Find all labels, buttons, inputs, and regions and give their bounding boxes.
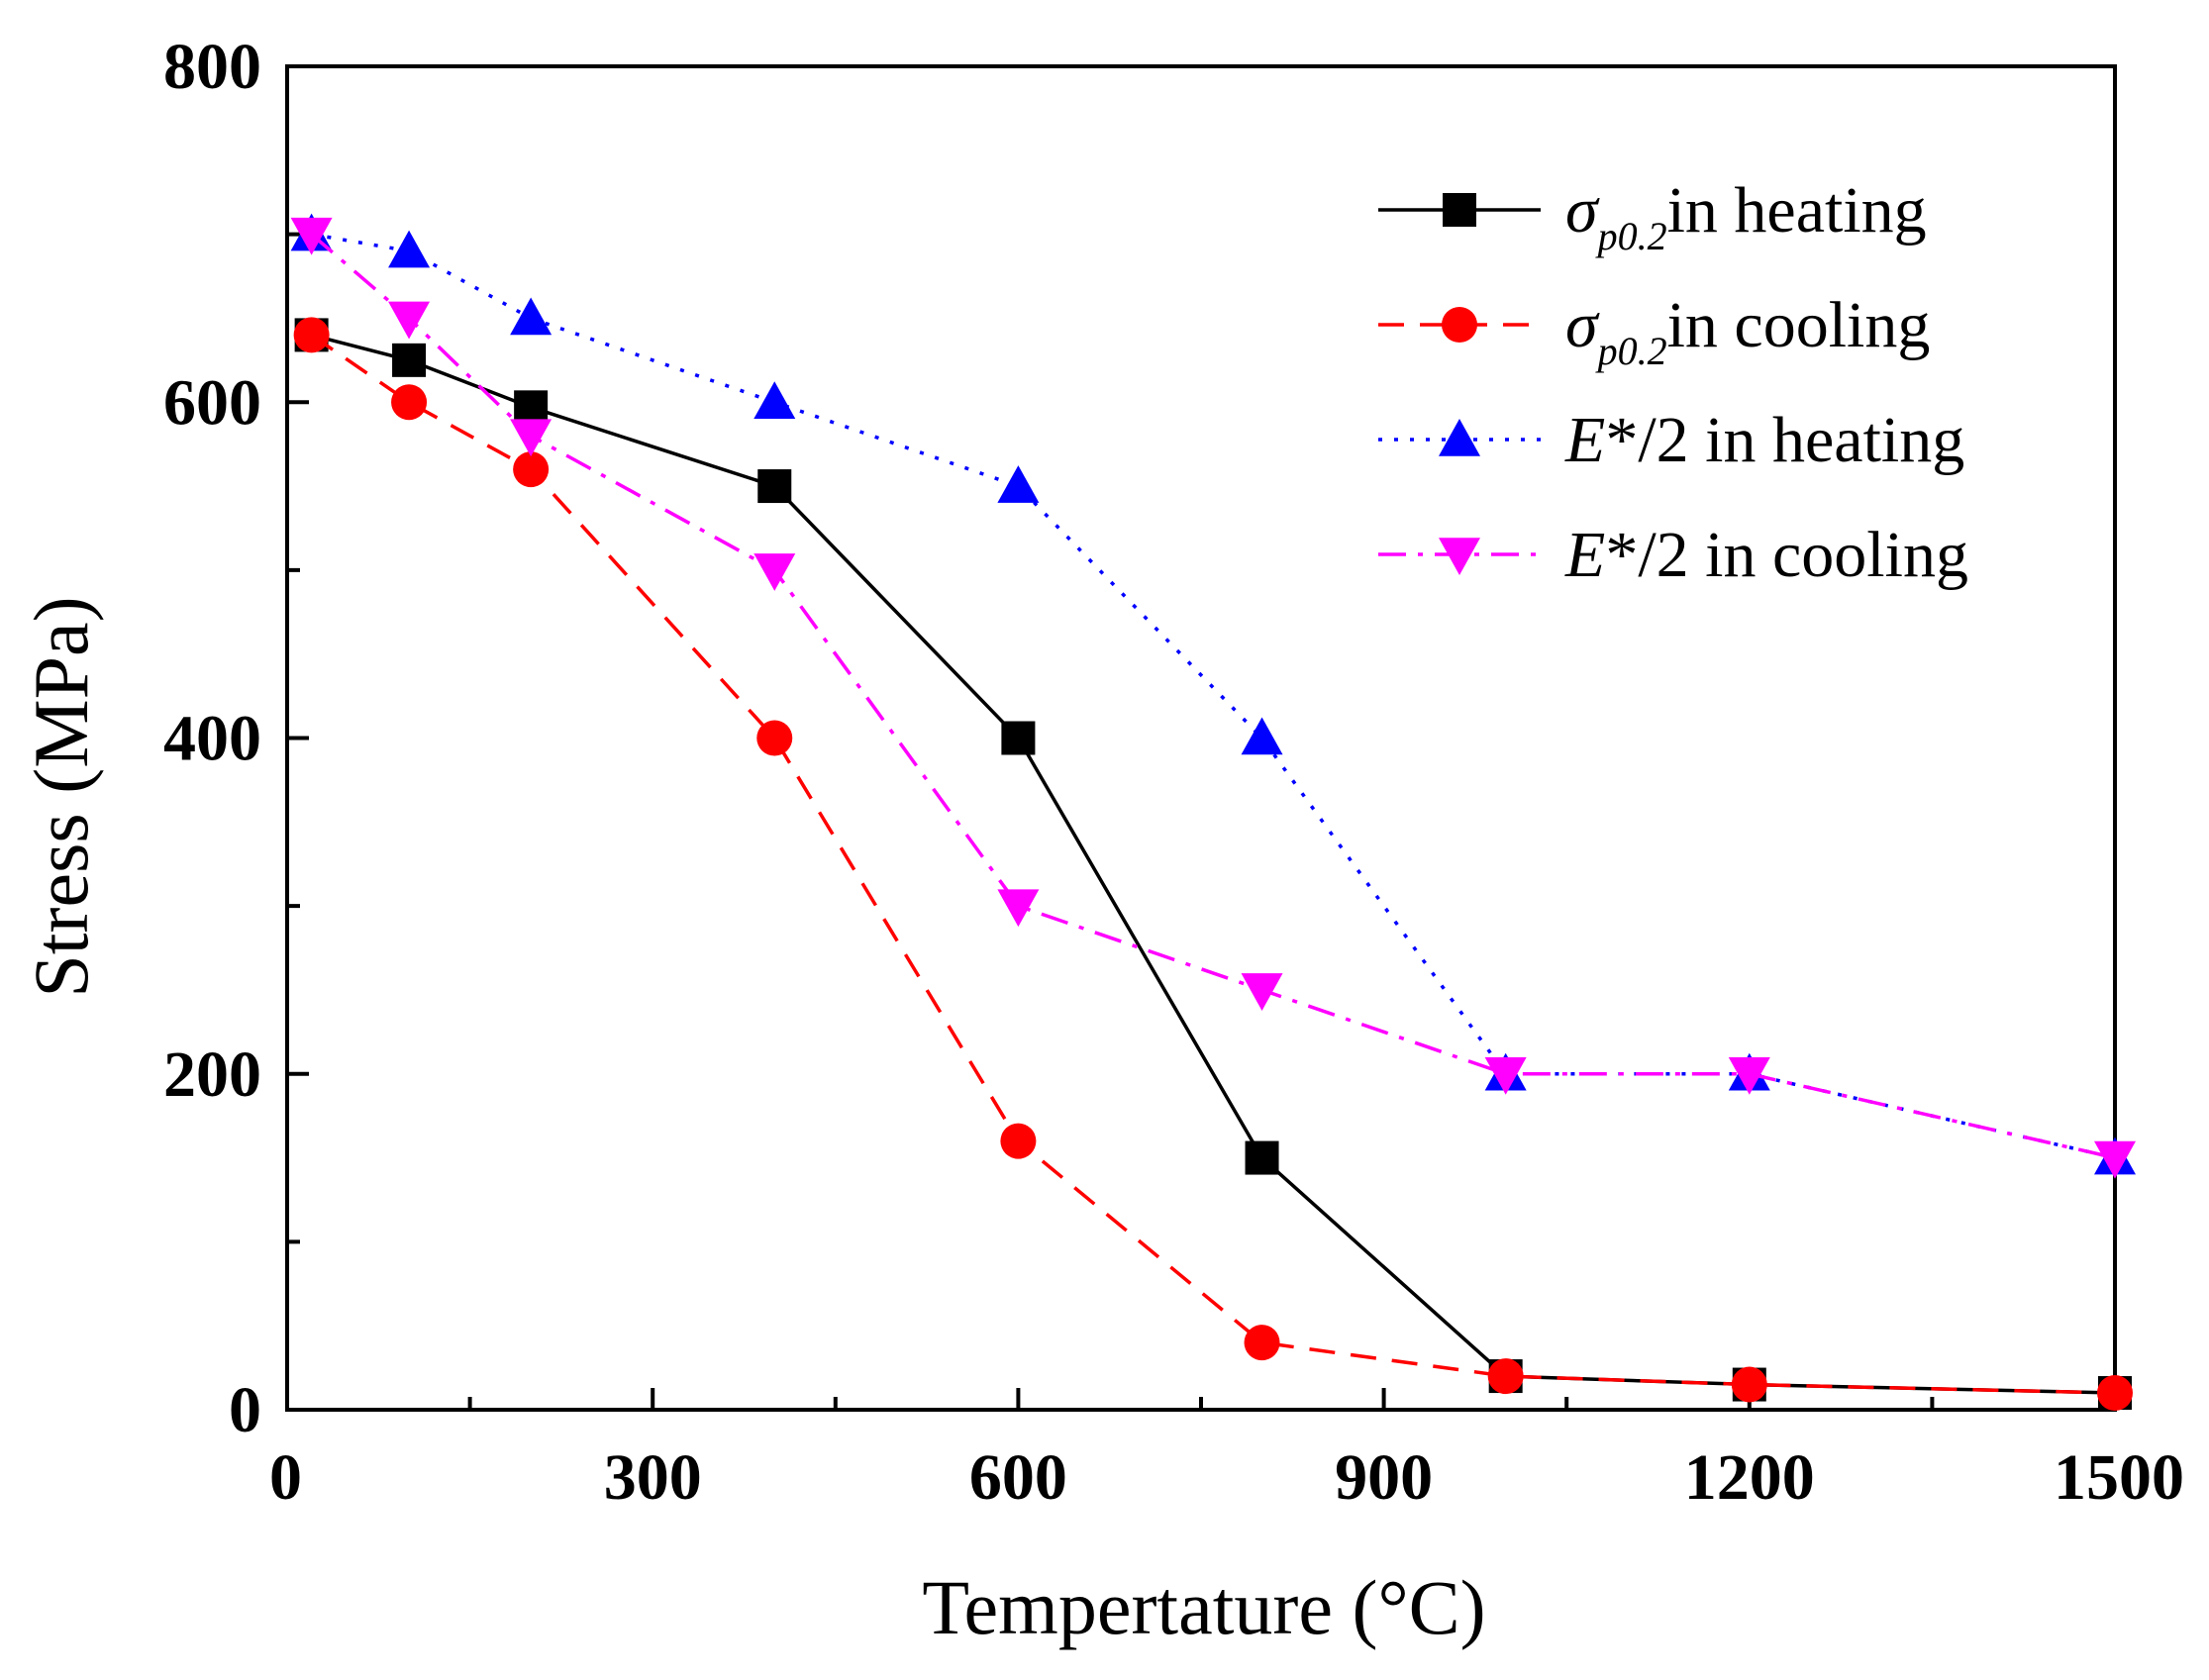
legend-item: E*/2 in cooling xyxy=(1378,519,1968,591)
legend-label: σp0.2in heating xyxy=(1565,174,1927,258)
data-point xyxy=(2094,1140,2136,1179)
data-point xyxy=(1487,1358,1524,1395)
x-tick-label: 600 xyxy=(969,1441,1067,1514)
data-point xyxy=(1442,307,1477,343)
data-point xyxy=(1245,1140,1279,1175)
data-point xyxy=(290,217,333,255)
series-line xyxy=(311,232,2116,1160)
legend-item: E*/2 in heating xyxy=(1378,404,1964,476)
data-point xyxy=(1244,1325,1280,1361)
series-line xyxy=(310,333,2116,1395)
data-point xyxy=(510,297,552,336)
data-point xyxy=(1001,721,1036,755)
data-point xyxy=(1484,1056,1527,1095)
data-point xyxy=(510,419,552,457)
y-axis-title: Stress (MPa) xyxy=(18,596,104,997)
legend-label: σp0.2in cooling xyxy=(1565,289,1930,373)
data-point xyxy=(392,343,427,377)
data-point xyxy=(1439,419,1480,456)
series-2 xyxy=(293,317,2133,1412)
legend-item: σp0.2in cooling xyxy=(1378,289,1930,373)
data-point xyxy=(2097,1375,2133,1412)
data-point xyxy=(997,889,1040,928)
data-point xyxy=(514,390,549,425)
y-tick-label: 400 xyxy=(163,703,261,775)
axes: 0 300 600 900 1200 1500 0 200 400 600 800 xyxy=(163,31,2184,1514)
x-tick-label: 1500 xyxy=(2054,1441,2184,1514)
data-point xyxy=(753,553,796,591)
data-point xyxy=(388,230,431,268)
legend-item: σp0.2in heating xyxy=(1378,174,1927,258)
x-tick-label: 900 xyxy=(1335,1441,1433,1514)
series-line xyxy=(310,233,2116,1160)
x-tick-label: 1200 xyxy=(1684,1441,1815,1514)
legend-label: E*/2 in cooling xyxy=(1564,519,1968,591)
plot-frame xyxy=(285,64,2117,1412)
data-point xyxy=(753,381,796,420)
legend-label: E*/2 in heating xyxy=(1564,404,1964,476)
legend: σp0.2in heating σp0.2in cooling E*/2 in he… xyxy=(1378,174,1968,591)
data-point xyxy=(1443,193,1476,227)
data-point xyxy=(293,317,330,353)
data-point xyxy=(756,720,793,756)
series-line xyxy=(311,333,2116,1395)
data-point xyxy=(997,465,1040,503)
y-tick-label: 800 xyxy=(163,31,261,103)
data-point xyxy=(1439,538,1480,575)
data-point xyxy=(1000,1123,1037,1159)
series-1 xyxy=(294,318,2132,1411)
y-tick-label: 0 xyxy=(229,1374,261,1446)
data-point xyxy=(1731,1366,1767,1403)
series-layer xyxy=(290,213,2136,1412)
series-4 xyxy=(290,217,2136,1179)
x-axis-title: Tempertature (°C) xyxy=(922,1564,1485,1650)
data-point xyxy=(513,451,550,488)
y-tick-label: 200 xyxy=(163,1038,261,1111)
data-point xyxy=(391,384,428,421)
x-tick-label: 300 xyxy=(604,1441,702,1514)
x-tick-label: 0 xyxy=(269,1441,302,1514)
data-point xyxy=(1728,1056,1770,1095)
data-point xyxy=(388,301,431,340)
data-point xyxy=(757,469,792,504)
data-point xyxy=(1241,973,1283,1011)
y-tick-label: 600 xyxy=(163,366,261,439)
data-point xyxy=(1241,717,1283,755)
